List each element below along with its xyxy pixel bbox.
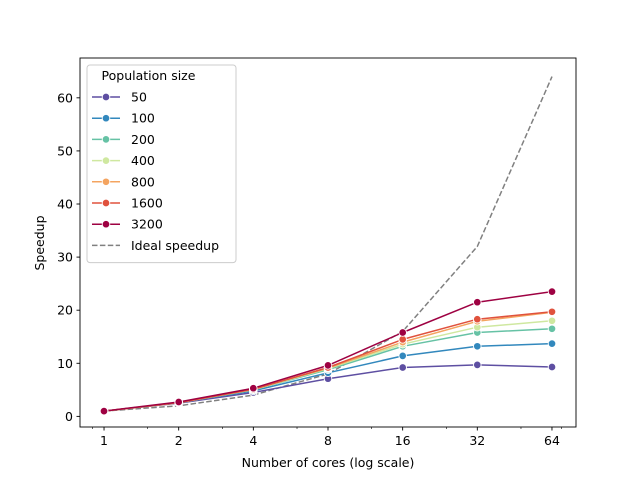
legend-swatch-marker bbox=[101, 177, 111, 187]
legend-label: Ideal speedup bbox=[131, 238, 219, 253]
data-point-1600-32 bbox=[473, 314, 482, 324]
data-point-100-16 bbox=[398, 351, 407, 361]
y-tick-label: 50 bbox=[57, 143, 73, 158]
legend-title: Population size bbox=[102, 68, 196, 83]
x-tick-label: 32 bbox=[469, 433, 485, 448]
data-point-1600-64 bbox=[547, 307, 557, 317]
x-tick-label: 2 bbox=[175, 433, 183, 448]
legend-swatch-marker bbox=[101, 92, 111, 102]
data-point-3200-32 bbox=[473, 297, 482, 307]
y-tick-label: 10 bbox=[57, 356, 73, 371]
x-tick-label: 4 bbox=[249, 433, 257, 448]
data-point-3200-16 bbox=[398, 328, 407, 337]
legend-swatch-marker bbox=[101, 198, 111, 208]
data-point-3200-4 bbox=[249, 383, 258, 393]
data-point-3200-2 bbox=[174, 397, 183, 407]
y-axis-label: Speedup bbox=[32, 215, 47, 270]
legend-label: 1600 bbox=[131, 196, 163, 211]
y-tick-label: 60 bbox=[57, 90, 73, 105]
y-tick-label: 0 bbox=[65, 409, 73, 424]
legend-label: 800 bbox=[131, 174, 155, 189]
legend-swatch-marker bbox=[101, 135, 111, 144]
legend-box bbox=[86, 64, 237, 264]
x-axis-label: Number of cores (log scale) bbox=[242, 455, 415, 470]
series-line-3200 bbox=[103, 290, 553, 412]
legend-label: 400 bbox=[131, 153, 155, 168]
data-point-400-64 bbox=[547, 316, 557, 326]
axes-layer: 0 10 20 30 40 50 60 1 2 4 8 16 32 64 bbox=[57, 57, 577, 448]
x-tick-label: 1 bbox=[100, 433, 108, 448]
legend-label: 50 bbox=[131, 90, 147, 105]
legend-label: 100 bbox=[131, 111, 155, 126]
y-tick-label: 40 bbox=[57, 197, 73, 212]
data-point-100-32 bbox=[473, 342, 482, 351]
data-point-200-64 bbox=[547, 324, 557, 334]
legend: Population size 50 100 200 400 800 1600 3200 Ide… bbox=[86, 64, 237, 264]
series-layer bbox=[99, 76, 557, 416]
legend-swatch-marker bbox=[101, 219, 111, 229]
legend-label: 3200 bbox=[131, 217, 163, 232]
data-point-100-64 bbox=[547, 339, 557, 348]
legend-swatch-marker bbox=[101, 156, 111, 165]
x-tick-label: 64 bbox=[544, 433, 560, 448]
data-point-3200-8 bbox=[323, 361, 333, 370]
x-tick-label: 8 bbox=[324, 433, 332, 448]
data-point-50-64 bbox=[547, 362, 557, 372]
data-point-3200-64 bbox=[547, 287, 557, 296]
data-point-50-16 bbox=[398, 363, 407, 372]
y-tick-label: 30 bbox=[57, 250, 73, 265]
data-point-50-32 bbox=[473, 360, 482, 370]
x-tick-label: 16 bbox=[395, 433, 411, 448]
data-point-3200-1 bbox=[99, 406, 109, 416]
legend-swatch-marker bbox=[101, 113, 111, 123]
y-tick-label: 20 bbox=[57, 303, 73, 318]
legend-label: 200 bbox=[131, 132, 155, 147]
